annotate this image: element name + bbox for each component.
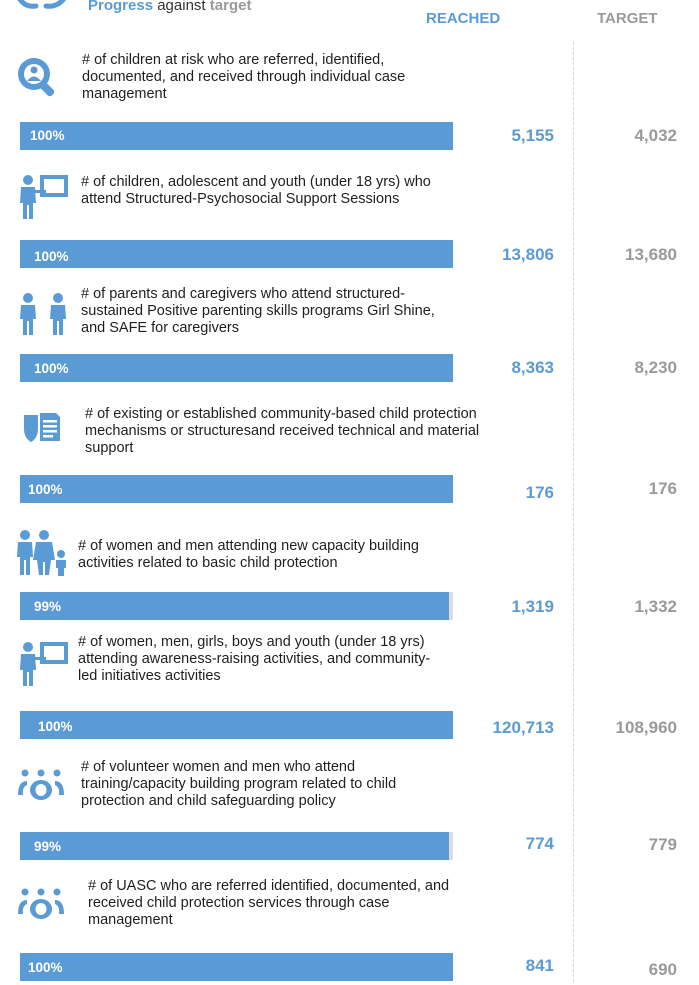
teacher-board-icon <box>16 173 68 219</box>
bar-fill <box>20 475 453 503</box>
bar-percent-label: 100% <box>34 361 69 376</box>
bar-fill <box>20 832 449 860</box>
target-value: 176 <box>648 479 677 498</box>
reached-value: 8,363 <box>511 358 554 377</box>
bar-fill <box>20 592 449 620</box>
indicator-text: # of children at risk who are referred, … <box>82 52 406 103</box>
legend-against-label: against <box>153 0 210 14</box>
target-value: 4,032 <box>634 126 677 145</box>
bar-fill <box>20 122 453 150</box>
bar-percent-label: 99% <box>34 599 62 614</box>
reached-value: 176 <box>525 483 554 502</box>
magnifier-person-icon <box>16 56 60 98</box>
shield-document-icon <box>22 411 62 443</box>
bar-percent-label: 100% <box>28 482 63 497</box>
bar-fill <box>20 711 453 739</box>
bar-track: 100% <box>20 122 453 150</box>
bar-percent-label: 100% <box>28 960 63 975</box>
bar-track: 100% <box>20 354 453 382</box>
bar-percent-label: 99% <box>34 839 62 854</box>
indicator-text: # of parents and caregivers who attend s… <box>81 286 435 337</box>
bar-percent-label: 100% <box>38 719 73 734</box>
legend-icon <box>14 0 70 12</box>
bar-track: 100% <box>20 475 453 503</box>
indicator-text: # of women and men attending new capacit… <box>78 538 419 572</box>
legend-progress-label: Progress <box>88 0 154 14</box>
indicator-text: # of volunteer women and men who attend … <box>81 759 397 810</box>
bar-fill <box>20 240 453 268</box>
target-value: 108,960 <box>615 718 677 737</box>
bar-track: 99% <box>20 592 453 620</box>
bar-track: 100% <box>20 240 453 268</box>
target-value: 779 <box>648 835 677 854</box>
bar-percent-label: 100% <box>30 128 65 143</box>
reached-value: 5,155 <box>511 126 554 145</box>
bar-percent-label: 100% <box>34 249 69 264</box>
group-icon <box>16 769 66 803</box>
target-value: 13,680 <box>625 245 677 264</box>
bar-track: 100% <box>20 953 453 981</box>
indicator-text: # of women, men, girls, boys and youth (… <box>78 634 431 685</box>
two-persons-icon <box>18 293 74 335</box>
reached-column-header: REACHED <box>426 10 501 27</box>
indicator-text: # of UASC who are referred identified, d… <box>88 878 450 929</box>
indicator-text: # of existing or established community-b… <box>85 406 480 457</box>
bar-track: 100% <box>20 711 453 739</box>
teacher-board-icon <box>16 640 68 686</box>
reached-value: 841 <box>525 956 554 975</box>
reached-value: 13,806 <box>502 245 554 264</box>
target-value: 8,230 <box>634 358 677 377</box>
target-column-header: TARGET <box>597 10 658 27</box>
group-icon <box>16 888 66 922</box>
family-icon <box>16 530 70 576</box>
bar-fill <box>20 354 453 382</box>
bar-track: 99% <box>20 832 453 860</box>
legend-target-label: target <box>209 0 252 14</box>
reached-value: 774 <box>525 834 554 853</box>
reached-value: 1,319 <box>511 597 554 616</box>
bar-fill <box>20 953 453 981</box>
target-value: 690 <box>648 960 677 979</box>
reached-value: 120,713 <box>492 718 554 737</box>
target-value: 1,332 <box>634 597 677 616</box>
chart-legend: Progress against target <box>88 0 251 14</box>
column-divider <box>573 42 574 982</box>
indicator-text: # of children, adolescent and youth (und… <box>81 174 431 208</box>
